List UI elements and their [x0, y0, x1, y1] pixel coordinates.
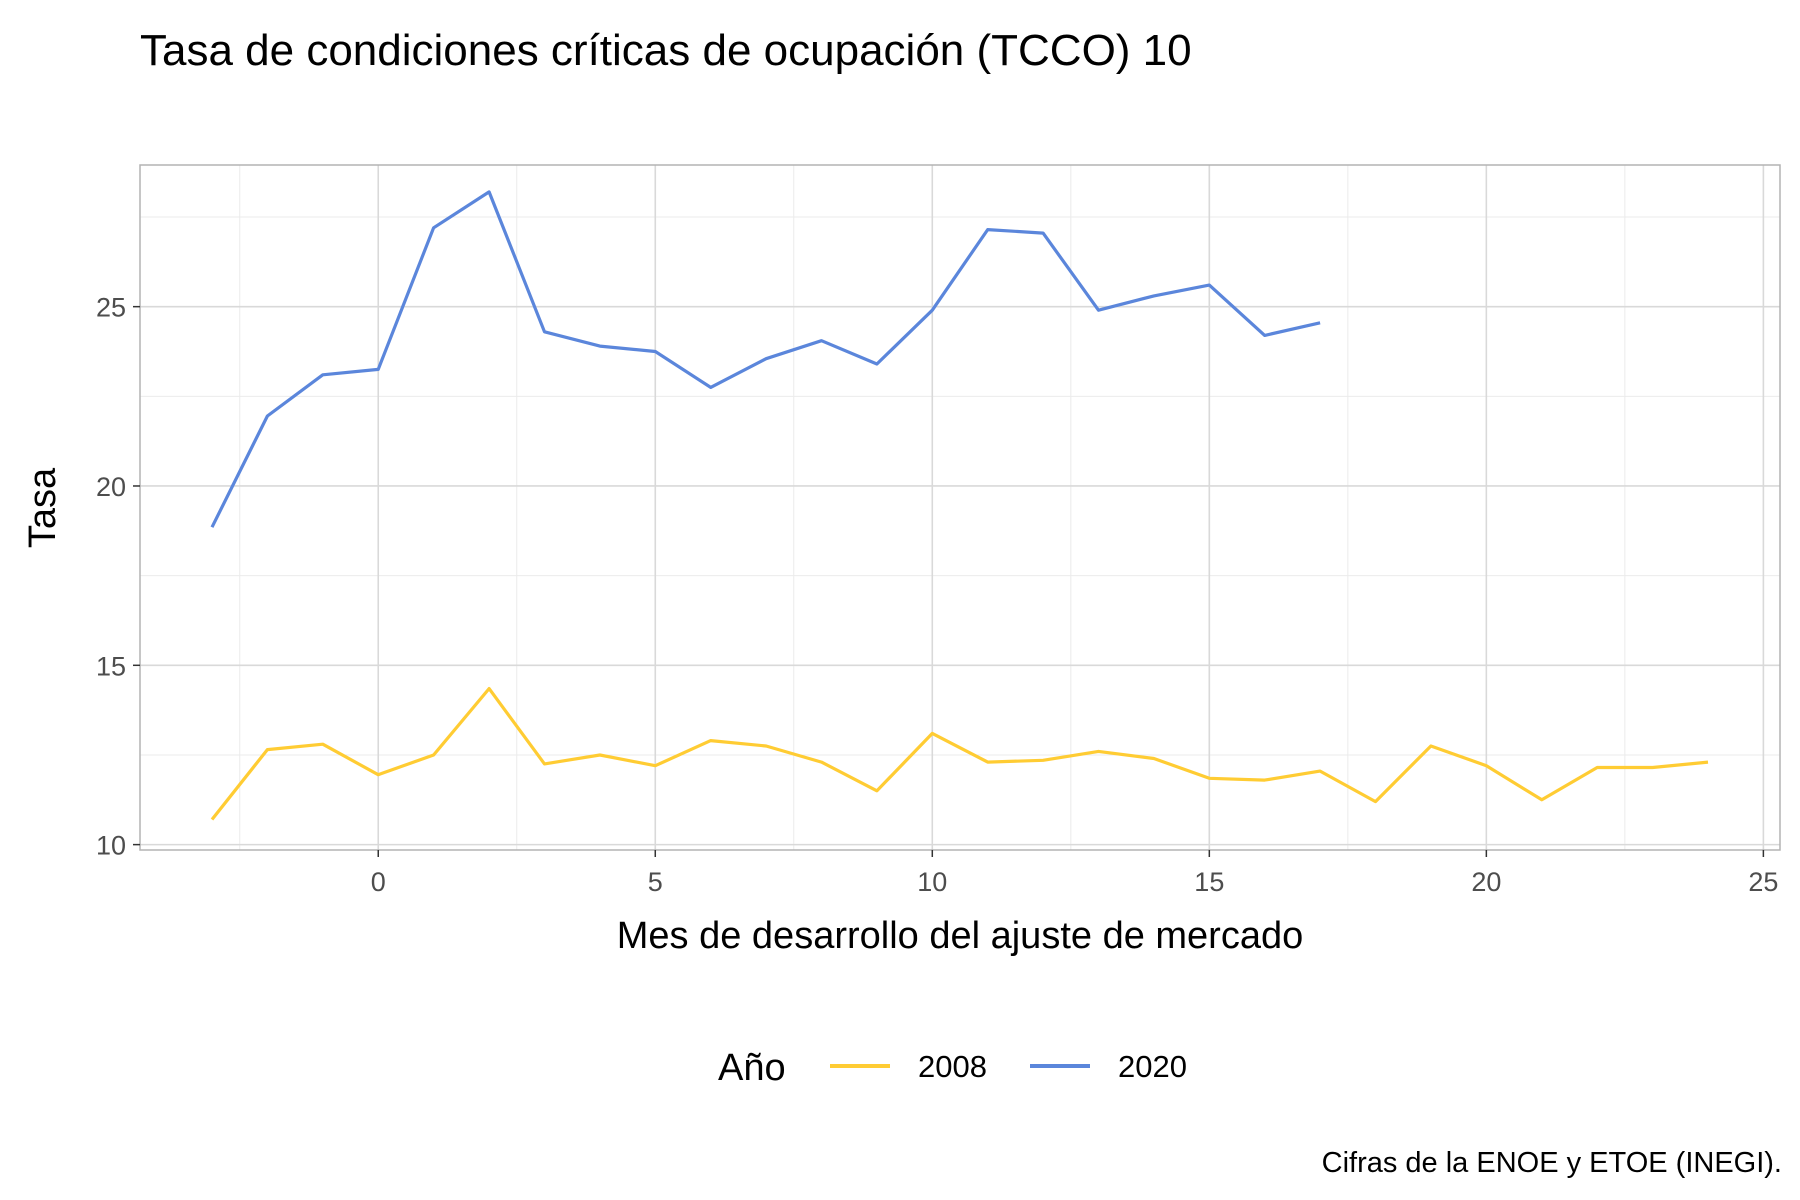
- chart-caption: Cifras de la ENOE y ETOE (INEGI).: [1322, 1147, 1782, 1179]
- y-tick-label: 25: [96, 293, 126, 323]
- series-line-2008: [210, 686, 1709, 821]
- x-tick-label: 15: [1194, 867, 1224, 897]
- chart-title: Tasa de condiciones críticas de ocupació…: [140, 26, 1192, 75]
- x-axis-title: Mes de desarrollo del ajuste de mercado: [617, 915, 1304, 957]
- y-tick-label: 15: [96, 651, 126, 681]
- x-tick-label: 20: [1471, 867, 1501, 897]
- legend: Año 2008 2020: [718, 1047, 1187, 1089]
- x-tick-label: 5: [648, 867, 663, 897]
- y-axis-ticks: 10 15 20 25: [96, 293, 140, 861]
- x-axis-ticks: 0 5 10 15 20 25: [371, 850, 1778, 897]
- minor-gridlines: [140, 165, 1780, 850]
- x-tick-label: 10: [917, 867, 947, 897]
- major-gridlines: [140, 165, 1780, 850]
- y-tick-label: 20: [96, 472, 126, 502]
- y-tick-label: 10: [96, 831, 126, 861]
- series-line-2020: [210, 190, 1321, 528]
- y-axis-title: Tasa: [22, 467, 64, 548]
- x-tick-label: 25: [1748, 867, 1778, 897]
- legend-title: Año: [718, 1047, 786, 1089]
- series-lines: [210, 190, 1709, 821]
- legend-label-2020: 2020: [1118, 1049, 1187, 1084]
- x-tick-label: 0: [371, 867, 386, 897]
- plot-panel-border: [139, 164, 1781, 851]
- legend-label-2008: 2008: [918, 1049, 987, 1084]
